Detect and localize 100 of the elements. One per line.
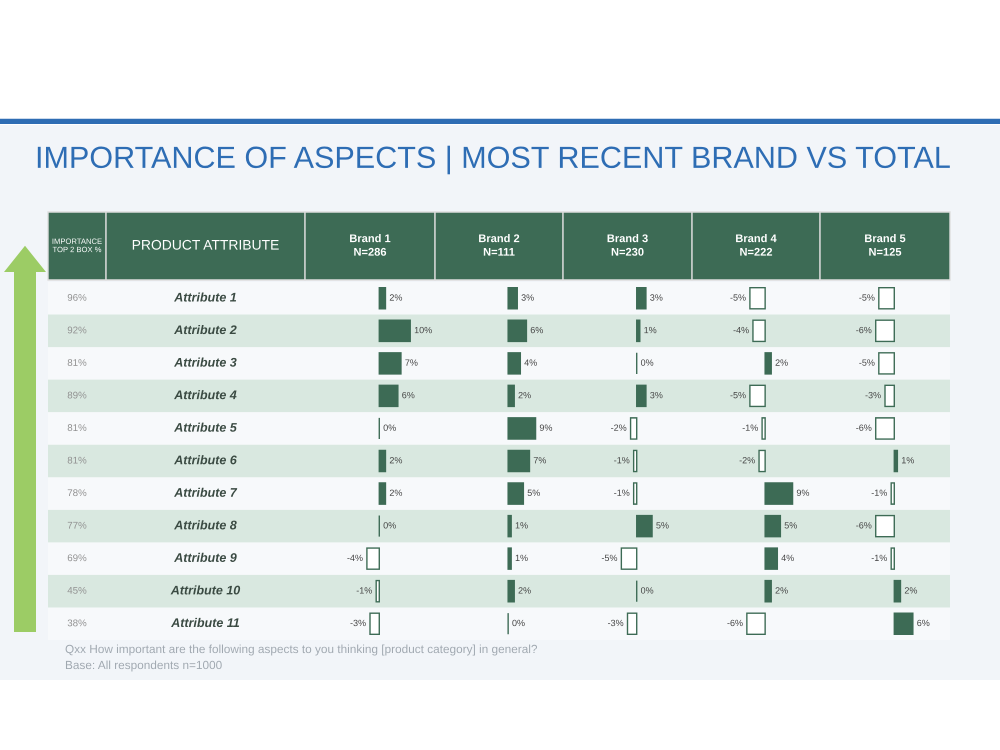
data-label: -3% [350,620,366,626]
data-label: -6% [856,424,872,431]
y-tick-label: Attribute 2 [174,324,237,334]
text: 81% [68,424,86,432]
data-label: 1% [516,522,528,528]
text: 78% [68,489,86,496]
bar [636,320,640,342]
text: 96% [68,294,86,301]
data-label: -3% [608,620,624,626]
text: 38% [68,619,86,626]
bar [366,547,380,570]
data-label: 9% [796,490,810,496]
data-label: 6% [402,392,414,398]
bar [878,352,895,375]
data-label: 4% [524,359,537,366]
bar [507,352,522,375]
data-label: -5% [859,359,875,366]
bar [507,514,512,538]
bar [507,417,536,440]
y-tick-label: Attribute 4 [174,390,237,400]
data-label: 5% [656,522,669,529]
bar [749,384,766,408]
data-label: -2% [740,457,755,464]
data-label: -2% [611,424,626,431]
chart-title: Brand 1 N=286 [350,234,390,256]
text: 69% [68,554,86,562]
bar [636,514,653,538]
bar [764,352,772,375]
chart-title: Brand 5 N=125 [865,234,906,256]
data-label: 2% [390,457,402,464]
data-label: 2% [904,587,918,594]
data-label: 5% [528,490,540,496]
data-label: 5% [784,522,797,529]
bar [507,320,528,342]
data-label: -1% [742,424,758,431]
bar [890,482,895,505]
y-tick-label: Attribute 11 [170,618,240,628]
bar [378,384,399,408]
bar [894,612,914,635]
bar [636,287,647,310]
data-label: 2% [776,359,788,366]
data-label: 1% [644,326,656,334]
data-label: 2% [390,490,402,496]
bar [632,482,638,505]
bar [764,580,772,602]
data-label: -5% [730,392,746,398]
bar [375,580,380,602]
data-label: 0% [384,424,396,431]
data-label: -1% [356,587,372,594]
bar [507,580,515,602]
data-label: 0% [384,522,396,529]
data-label: 0% [640,359,654,366]
data-label: -6% [856,326,872,334]
y-tick-label: Attribute 1 [174,292,236,302]
bar [890,547,895,570]
data-label: 0% [512,620,525,626]
text: 77% [68,522,86,529]
y-tick-label: Attribute 6 [174,455,237,464]
bar [764,514,782,538]
bar [507,482,524,505]
data-label: 10% [414,326,432,334]
bar [878,287,895,310]
data-label: -5% [602,554,618,562]
bar [752,320,766,342]
bar [761,417,766,440]
text: IMPORTANCE OF ASPECTS | MOST RECENT BRAND VS TOTAL [38,146,950,174]
data-label: 4% [781,554,794,562]
bar [378,287,386,310]
bar [764,547,778,570]
data-label: 1% [902,457,914,464]
data-label: 2% [390,294,402,301]
bar [626,612,638,635]
data-label: -1% [614,490,630,496]
bar [875,417,895,440]
bar [875,514,895,538]
data-label: 3% [521,294,534,301]
bar [758,450,766,472]
text: 92% [68,326,86,334]
bar [632,450,638,472]
bar [894,580,902,602]
y-tick-label: Attribute 3 [174,358,237,367]
data-label: -6% [727,620,743,626]
data-label: 7% [405,359,418,366]
data-label: 6% [917,620,930,626]
bar [620,547,638,570]
data-label: 6% [530,326,543,334]
y-tick-label: Attribute 9 [174,552,237,562]
bar [875,320,895,342]
bar [378,320,411,342]
data-label: -4% [347,554,363,562]
data-label: -4% [733,326,749,334]
data-label: -5% [859,294,875,301]
data-label: -1% [614,457,630,464]
bar [894,450,898,472]
data-label: 2% [776,587,788,594]
chart-title: Brand 3 N=230 [608,234,648,256]
text: 89% [68,392,86,399]
y-tick-label: Attribute 7 [174,488,238,497]
data-label: -1% [872,490,887,496]
bar [369,612,380,635]
